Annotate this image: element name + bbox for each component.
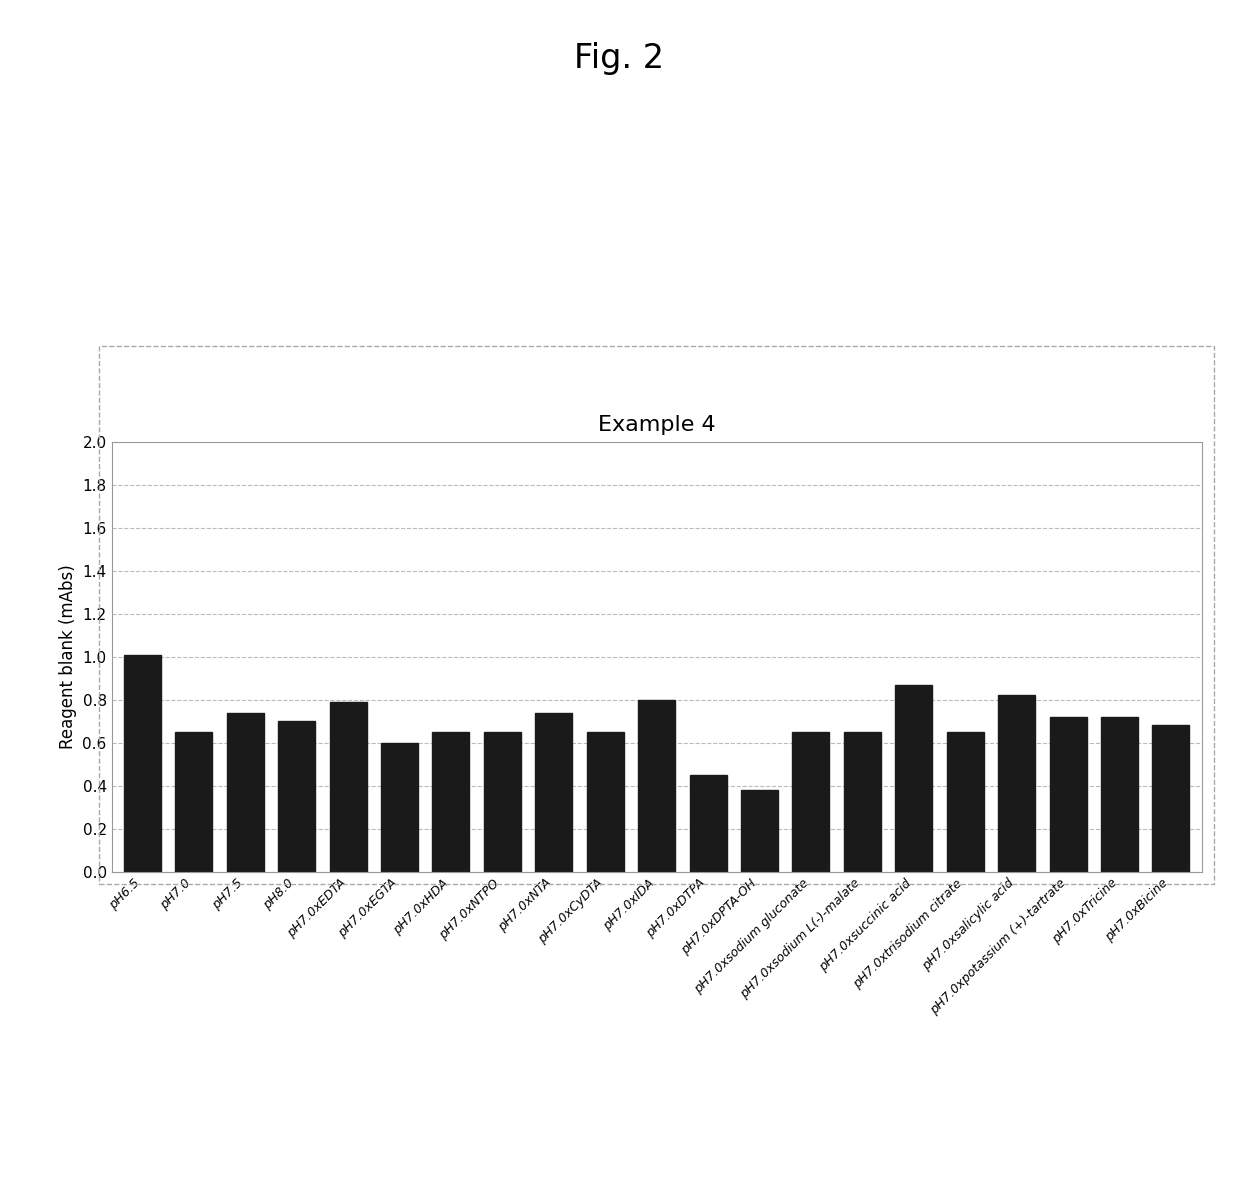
Bar [432, 732, 470, 872]
Bar [227, 713, 264, 872]
Y-axis label: Reagent blank (mAbs): Reagent blank (mAbs) [58, 565, 77, 749]
Bar [793, 732, 829, 872]
Bar [382, 743, 418, 872]
Bar [484, 732, 520, 872]
Text: Fig. 2: Fig. 2 [575, 42, 664, 75]
Bar [896, 684, 932, 872]
Bar [741, 790, 778, 872]
Bar [124, 654, 161, 872]
Bar [690, 775, 726, 872]
Bar [1101, 716, 1139, 872]
Bar [844, 732, 881, 872]
Bar [1152, 726, 1189, 872]
Bar [278, 721, 315, 872]
Bar [999, 695, 1036, 872]
Bar [1049, 716, 1087, 872]
Title: Example 4: Example 4 [598, 414, 715, 435]
Bar [587, 732, 623, 872]
Bar [947, 732, 984, 872]
Bar [535, 713, 572, 872]
Bar [330, 702, 367, 872]
Bar [175, 732, 212, 872]
Bar [638, 700, 675, 872]
